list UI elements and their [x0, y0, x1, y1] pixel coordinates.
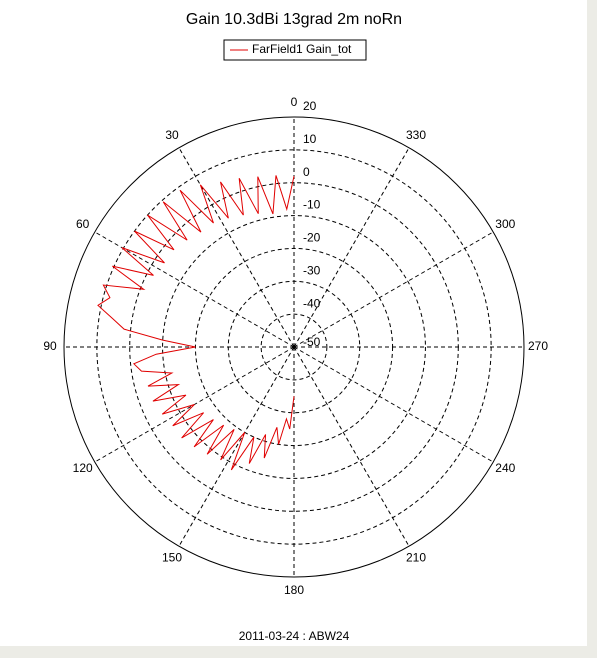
grid-ring: [260, 313, 328, 381]
theta-tick-label: 180: [284, 583, 304, 597]
theta-tick-label: 210: [406, 550, 426, 564]
theta-tick-label: 60: [76, 217, 90, 231]
theta-tick-label: 300: [495, 217, 515, 231]
theta-tick-label: 330: [406, 128, 426, 142]
legend: [223, 39, 367, 61]
grid-spoke: [293, 346, 494, 463]
r-tick-label: 0: [303, 165, 310, 179]
theta-tick-label: 90: [43, 339, 57, 353]
frame-edge: [587, 0, 597, 658]
grid-spoke: [94, 231, 295, 348]
r-tick-label: -30: [303, 263, 321, 277]
theta-tick-label: 120: [73, 461, 93, 475]
r-tick-label: -40: [303, 296, 321, 310]
series-line: [97, 175, 295, 471]
outer-circle: [63, 116, 525, 578]
frame-edge: [0, 646, 597, 658]
grid-spoke: [293, 346, 410, 547]
theta-tick-label: 270: [528, 339, 548, 353]
grid-spoke: [293, 231, 494, 348]
theta-tick-label: 150: [162, 550, 182, 564]
r-tick-label: 20: [303, 99, 317, 113]
theta-tick-label: 240: [495, 461, 515, 475]
r-tick-label: -20: [303, 231, 321, 245]
r-tick-label: -10: [303, 198, 321, 212]
chart-title: Gain 10.3dBi 13grad 2m noRn: [186, 11, 402, 28]
grid-spoke: [293, 147, 410, 348]
r-tick-label: 10: [303, 132, 317, 146]
grid-spoke: [178, 147, 295, 348]
grid-ring: [162, 215, 426, 479]
footer: 2011-03-24 : ABW24: [239, 629, 350, 643]
r-tick-label: -50: [303, 335, 321, 349]
legend-label: FarField1 Gain_tot: [252, 42, 352, 56]
theta-tick-label: 30: [165, 128, 179, 142]
grid-spoke: [178, 346, 295, 547]
theta-tick-label: 0: [291, 95, 298, 109]
